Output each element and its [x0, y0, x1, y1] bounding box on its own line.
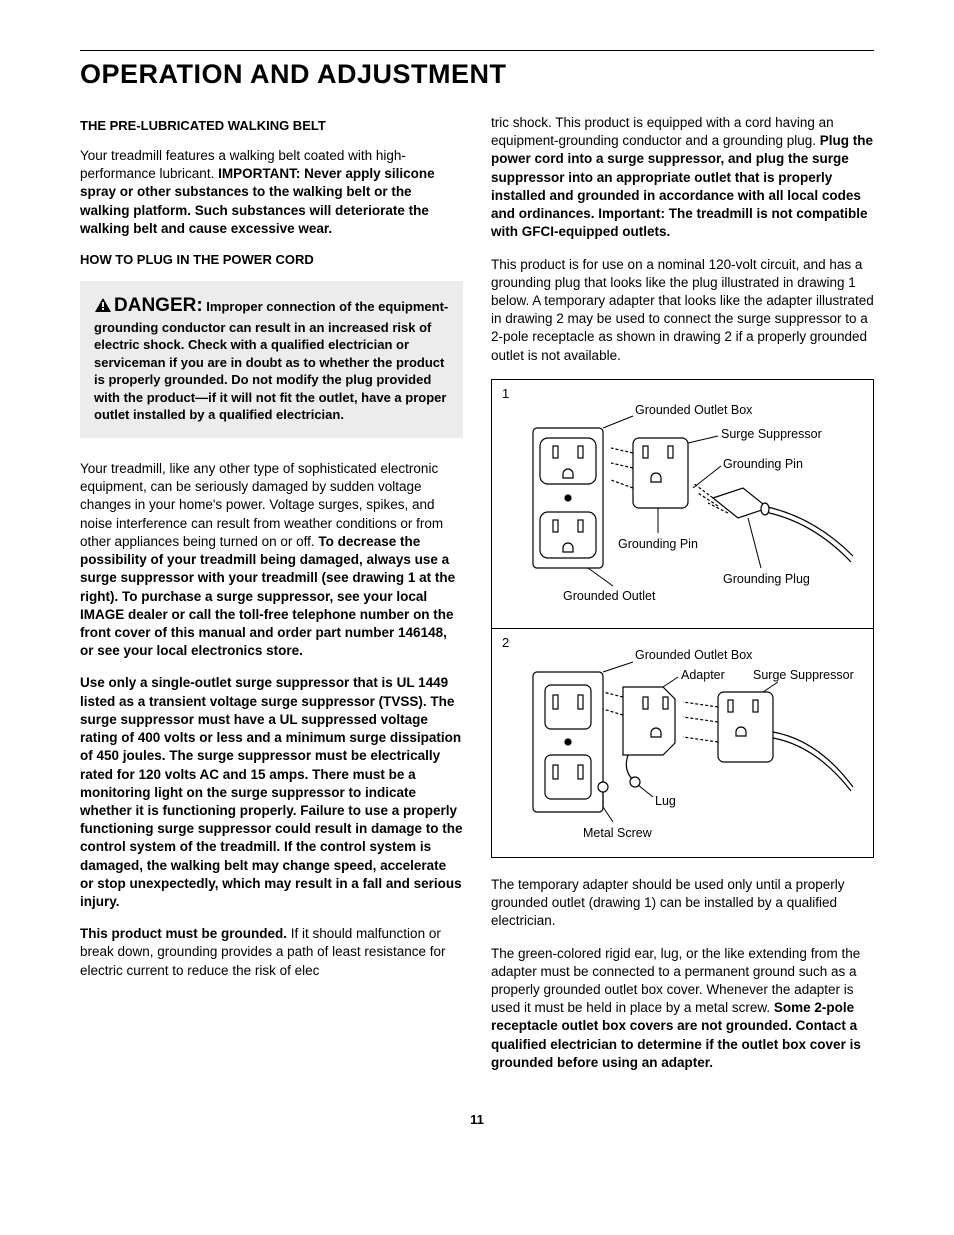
para-r2: This product is for use on a nominal 120… — [491, 256, 874, 365]
label-gplug: Grounding Plug — [723, 572, 810, 586]
left-column: THE PRE-LUBRICATED WALKING BELT Your tre… — [80, 114, 463, 1086]
label-surge: Surge Suppressor — [721, 427, 822, 441]
para-r1b: Plug the power cord into a surge suppres… — [491, 133, 873, 239]
figure-panel-2: 2 — [492, 628, 873, 857]
drawing-2: Grounded Outlet Box Adapter Surge Suppre… — [503, 637, 863, 847]
top-rule — [80, 50, 874, 51]
label-surge-2: Surge Suppressor — [753, 668, 854, 682]
para-belt: Your treadmill features a walking belt c… — [80, 147, 463, 238]
danger-word: DANGER: — [114, 295, 203, 316]
label-gpin1: Grounding Pin — [723, 457, 803, 471]
label-goutlet: Grounded Outlet — [563, 589, 656, 603]
label-gpin2: Grounding Pin — [618, 537, 698, 551]
label-lug: Lug — [655, 794, 676, 808]
drawing-1: Grounded Outlet Box Surge Suppressor Gro… — [503, 388, 863, 618]
para-r1a: tric shock. This product is equipped wit… — [491, 115, 834, 148]
para-surge-spec: Use only a single-outlet surge suppresso… — [80, 674, 463, 911]
warning-icon — [94, 297, 112, 318]
para-surge-intro: Your treadmill, like any other type of s… — [80, 460, 463, 660]
para-r1: tric shock. This product is equipped wit… — [491, 114, 874, 242]
label-adapter: Adapter — [681, 668, 725, 682]
label-outlet-box-2: Grounded Outlet Box — [635, 648, 753, 662]
wiring-figure: 1 — [491, 379, 874, 858]
figure-panel-1: 1 — [492, 380, 873, 628]
heading-power-cord: HOW TO PLUG IN THE POWER CORD — [80, 252, 463, 267]
two-column-layout: THE PRE-LUBRICATED WALKING BELT Your tre… — [80, 114, 874, 1086]
heading-walking-belt: THE PRE-LUBRICATED WALKING BELT — [80, 118, 463, 133]
figure-number-1: 1 — [502, 386, 509, 401]
page-title: OPERATION AND ADJUSTMENT — [80, 59, 874, 90]
figure-number-2: 2 — [502, 635, 509, 650]
label-outlet-box: Grounded Outlet Box — [635, 403, 753, 417]
para-surge-b: To decrease the possibility of your trea… — [80, 534, 455, 658]
right-column: tric shock. This product is equipped wit… — [491, 114, 874, 1086]
page-number: 11 — [80, 1112, 874, 1127]
danger-body: Improper connection of the equipment-gro… — [94, 299, 448, 422]
danger-callout: DANGER: Improper connection of the equip… — [80, 281, 463, 438]
para-r4: The green-colored rigid ear, lug, or the… — [491, 945, 874, 1073]
label-screw: Metal Screw — [583, 826, 653, 840]
para-r3: The temporary adapter should be used onl… — [491, 876, 874, 931]
danger-text: DANGER: Improper connection of the equip… — [94, 293, 449, 424]
para-grounded-a: This product must be grounded. — [80, 926, 287, 941]
para-grounded: This product must be grounded. If it sho… — [80, 925, 463, 980]
